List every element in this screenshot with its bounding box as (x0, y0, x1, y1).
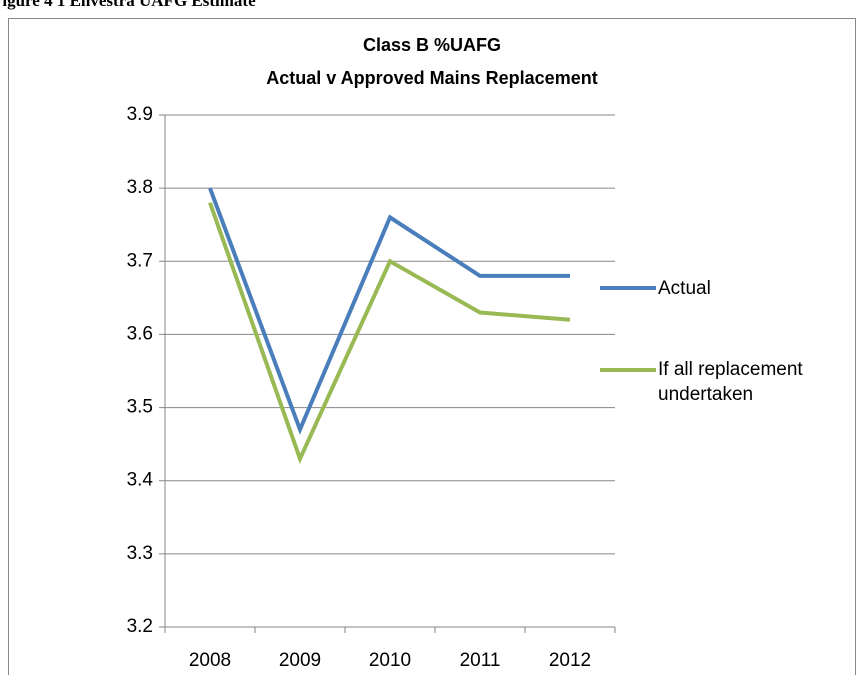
y-tick-label: 3.4 (127, 470, 154, 491)
y-tick-label: 3.3 (127, 543, 153, 564)
x-tick-label: 2008 (189, 650, 231, 671)
chart-title: Class B %UAFG (363, 35, 501, 55)
data-line (208, 187, 570, 435)
y-tick-label: 3.6 (127, 323, 153, 344)
x-tick-label: 2010 (369, 650, 411, 671)
x-tick-label: 2011 (460, 650, 501, 671)
x-tick-label: 2009 (279, 650, 321, 671)
y-tick-label: 3.2 (127, 616, 153, 637)
y-tick-label: 3.8 (127, 177, 153, 198)
legend-label: If all replacement undertaken (658, 359, 803, 405)
figure-caption: Figure 4 1 Envestra UAFG Estimate (0, 0, 256, 10)
y-tick-label: 3.7 (127, 250, 153, 271)
x-tick-label: 2012 (549, 650, 591, 671)
y-tick-label: 3.9 (127, 104, 153, 125)
legend-label: Actual (658, 278, 711, 299)
y-tick-label: 3.5 (127, 397, 153, 418)
data-line (208, 202, 571, 465)
chart-title: Actual v Approved Mains Replacement (266, 68, 597, 88)
